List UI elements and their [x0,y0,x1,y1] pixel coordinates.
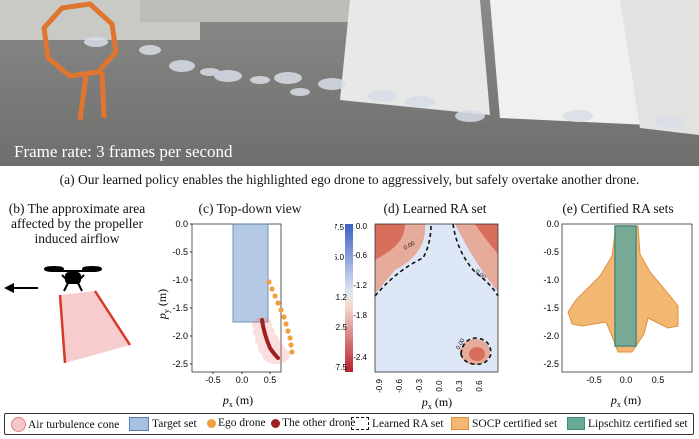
panel-b-figure [4,266,132,364]
photo-caption: (a) Our learned policy enables the highl… [59,172,640,187]
svg-text:-0.5: -0.5 [172,247,188,257]
svg-text:-0.5: -0.5 [586,375,602,385]
svg-text:-2.5: -2.5 [543,359,559,369]
learned-ra-contour [374,223,432,297]
svg-text:-2.0: -2.0 [543,331,559,341]
svg-text:-2.4: -2.4 [353,353,367,362]
svg-text:0.0: 0.0 [175,219,188,229]
svg-text:0.5: 0.5 [264,375,277,385]
svg-text:0.0: 0.0 [356,222,368,231]
photo-overlay-text: Frame rate: 3 frames per second [14,142,233,161]
panel-d-title: (d) Learned RA set [383,201,487,216]
svg-text:py (m): py (m) [155,289,171,320]
panel-e-plot: 0.0 -0.5 -1.0 -1.5 -2.0 -2.5 -0.5 0.0 0.… [543,219,693,409]
svg-text:5.0: 5.0 [335,253,345,262]
svg-text:-0.6: -0.6 [353,251,367,260]
svg-text:-0.6: -0.6 [395,379,404,393]
legend-item-lipschitz: Lipschitz certified set [567,417,688,430]
svg-text:0.0: 0.0 [620,375,633,385]
svg-text:-1.0: -1.0 [543,275,559,285]
svg-text:0.6: 0.6 [475,380,484,392]
svg-text:-0.3: -0.3 [415,379,424,393]
legend-item-other: The other drone [271,417,355,429]
svg-text:0.0: 0.0 [435,380,444,392]
panel-e-title: (e) Certified RA sets [562,201,674,216]
svg-text:0.5: 0.5 [652,375,665,385]
svg-text:-1.0: -1.0 [172,275,188,285]
legend-item-cone: Air turbulence cone [11,417,119,432]
svg-text:0.00: 0.00 [456,337,467,351]
legend-item-socp: SOCP certified set [451,417,557,430]
svg-text:0.3: 0.3 [455,380,464,392]
svg-text:-0.5: -0.5 [543,247,559,257]
svg-text:-1.5: -1.5 [543,303,559,313]
experiment-photo: Frame rate: 3 frames per second [0,0,699,166]
svg-text:-2.0: -2.0 [172,331,188,341]
legend-item-learned: Learned RA set [351,417,444,430]
legend-item-ego: Ego drone [207,417,266,429]
svg-text:7.5: 7.5 [335,223,345,232]
other-drone-trajectory [260,318,280,360]
svg-text:-1.8: -1.8 [353,311,367,320]
svg-text:-2.5: -2.5 [335,323,347,332]
target-set [232,223,269,323]
svg-text:-2.5: -2.5 [172,359,188,369]
svg-text:-0.9: -0.9 [375,379,384,393]
svg-text:px (m): px (m) [610,393,641,409]
svg-text:px (m): px (m) [222,393,253,409]
legend-item-target: Target set [129,417,197,431]
airflow-cone [60,291,130,363]
panel-b-title: (b) The approximate area affected by the… [8,201,146,246]
svg-text:-0.5: -0.5 [205,375,221,385]
svg-text:-1.2: -1.2 [353,281,367,290]
panel-d-plot: 7.5 5.0 -1.2 -2.5 -7.5 0.0 -0.6 -1.2 -1.… [335,222,499,409]
svg-text:-1.2: -1.2 [335,293,347,302]
svg-text:-7.5: -7.5 [335,363,347,372]
svg-text:0.00: 0.00 [403,240,417,251]
direction-arrow-icon [4,283,38,293]
panel-c-title: (c) Top-down view [198,201,302,216]
panel-c-plot: 0.0 -0.5 -1.0 -1.5 -2.0 -2.5 -0.5 0.0 0.… [155,219,295,409]
svg-text:px (m): px (m) [421,395,452,409]
drone-icon [44,266,102,292]
legend: Air turbulence cone Target set Ego drone… [4,413,694,435]
svg-text:0.0: 0.0 [236,375,249,385]
svg-text:-1.5: -1.5 [172,303,188,313]
ego-drone-trajectory [266,279,295,355]
svg-text:0.0: 0.0 [546,219,559,229]
lipschitz-certified-set [614,225,637,347]
